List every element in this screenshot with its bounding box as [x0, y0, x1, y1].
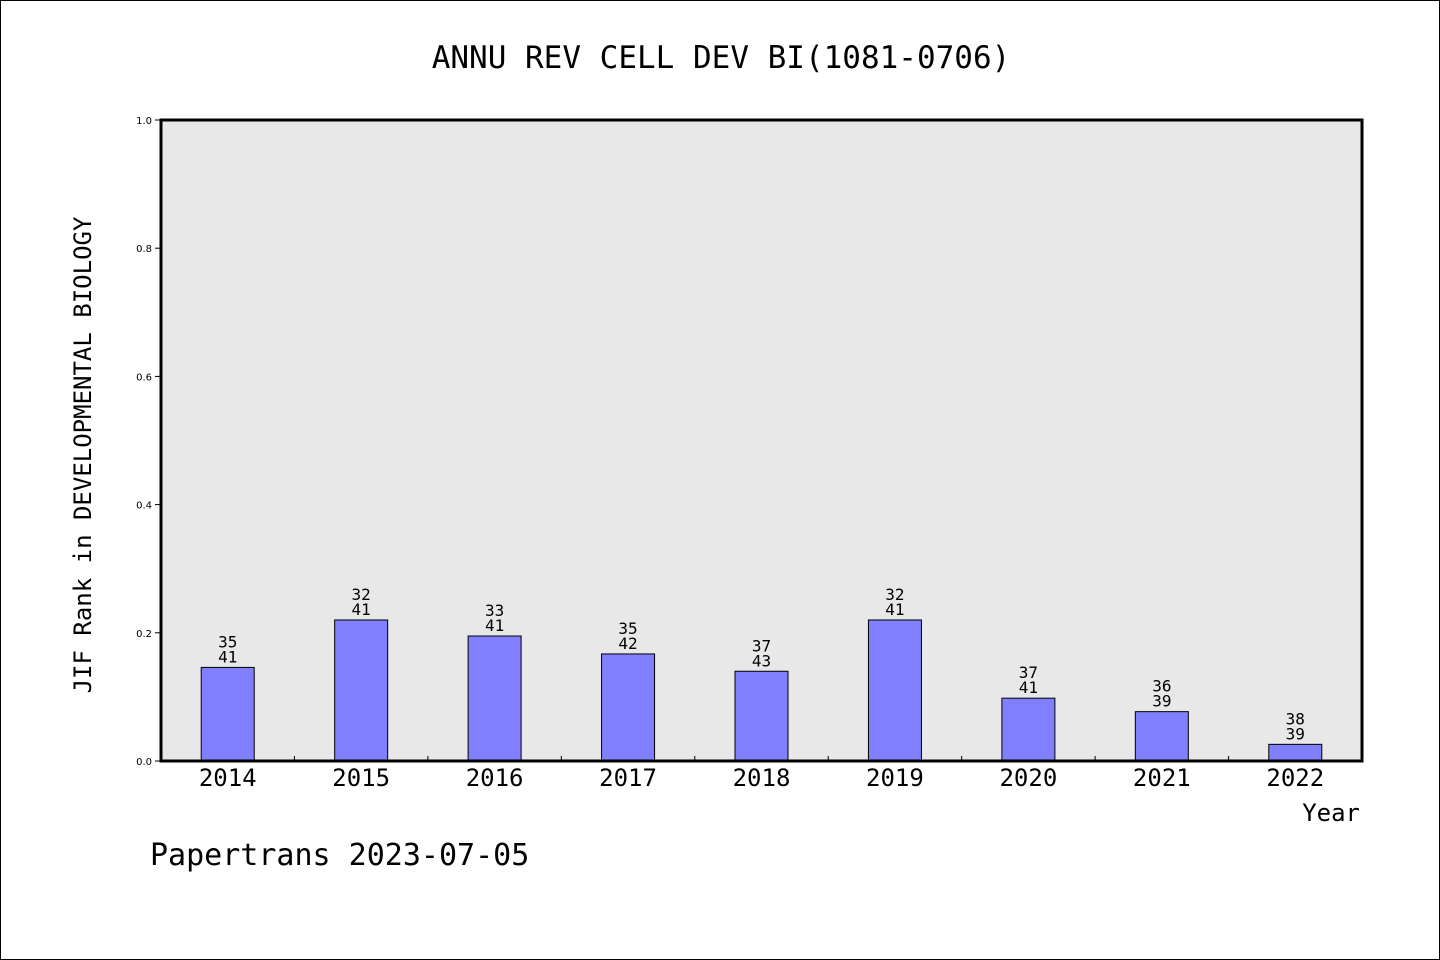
- y-tick-label: 0.8: [136, 244, 152, 255]
- y-tick-label: 0.2: [136, 629, 152, 640]
- bar-total-label: 41: [352, 600, 371, 619]
- y-axis-label: JIF Rank in DEVELOPMENTAL BIOLOGY: [69, 216, 97, 693]
- bar-rank-label: 37: [752, 636, 771, 655]
- bar: [1001, 697, 1056, 762]
- bar-rank-label: 37: [1019, 663, 1038, 682]
- bar-rank-label: 32: [885, 585, 904, 604]
- bar: [200, 666, 255, 762]
- x-tick-label: 2015: [332, 764, 390, 792]
- y-ticks: 0.0 0.2 0.4 0.6 0.8 1.0: [136, 116, 161, 768]
- bar-total-label: 43: [752, 651, 771, 670]
- bar-rank-label: 38: [1286, 709, 1305, 728]
- bar: [334, 619, 389, 762]
- x-tick-label: 2017: [599, 764, 657, 792]
- x-tick-label: 2018: [733, 764, 791, 792]
- x-tick-label: 2014: [199, 764, 257, 792]
- y-tick-label: 0.0: [136, 757, 152, 768]
- bar-total-label: 39: [1286, 724, 1305, 743]
- x-tick-label: 2016: [466, 764, 524, 792]
- bar-rank-label: 32: [352, 585, 371, 604]
- x-tick-label: 2021: [1133, 764, 1191, 792]
- x-tick-labels: 2014 2015 2016 2017 2018 2019 2020 2021 2022: [199, 764, 1324, 792]
- bar-rank-label: 33: [485, 601, 504, 620]
- bar-rank-label: 35: [218, 632, 237, 651]
- bar-total-label: 41: [885, 600, 904, 619]
- bar-total-label: 39: [1152, 692, 1171, 711]
- bar-total-label: 42: [618, 634, 637, 653]
- bar: [734, 670, 789, 762]
- x-axis-label: Year: [1302, 799, 1360, 827]
- chart-title: ANNU REV CELL DEV BI(1081-0706): [432, 40, 1011, 76]
- y-tick-label: 0.4: [136, 501, 152, 512]
- plot-frame: [159, 118, 1364, 763]
- bar-total-label: 41: [485, 616, 504, 635]
- bar-rank-label: 35: [618, 619, 637, 638]
- bars: [200, 619, 1323, 762]
- y-tick-label: 0.6: [136, 372, 152, 383]
- bar: [467, 635, 522, 762]
- bar: [601, 653, 656, 762]
- bar-total-label: 41: [1019, 678, 1038, 697]
- x-tick-label: 2020: [999, 764, 1057, 792]
- bar: [867, 619, 922, 762]
- bar-rank-label: 36: [1152, 677, 1171, 696]
- x-tick-label: 2022: [1266, 764, 1324, 792]
- bar: [1134, 711, 1189, 762]
- y-tick-label: 1.0: [136, 116, 152, 127]
- footer-text: Papertrans 2023-07-05: [150, 838, 529, 873]
- bar-total-label: 41: [218, 647, 237, 666]
- x-tick-label: 2019: [866, 764, 924, 792]
- bar: [1268, 743, 1323, 762]
